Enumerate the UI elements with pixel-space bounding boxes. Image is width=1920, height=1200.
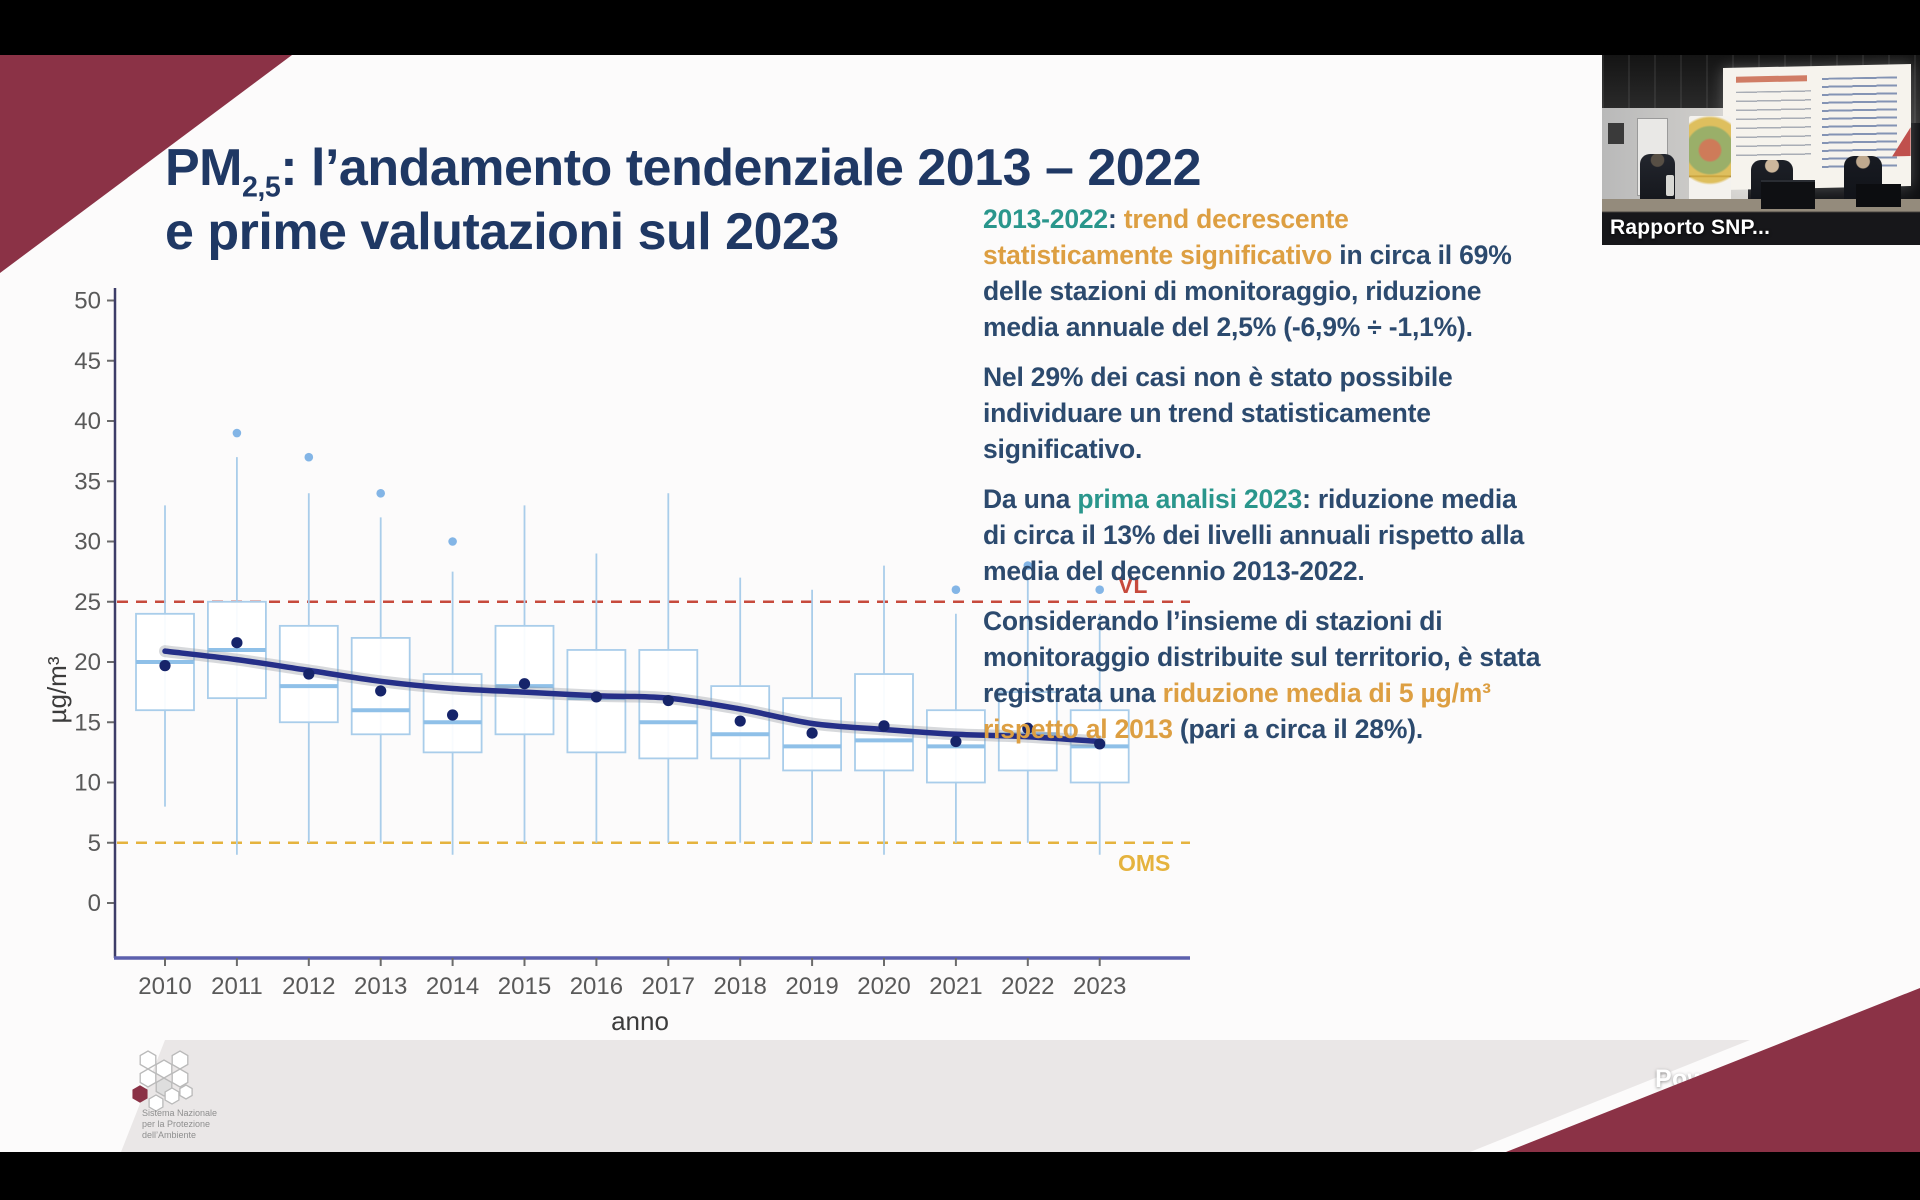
x-axis: 2010 2011 2012 2013 2014 2015 2016 2017 2018 2019…: [114, 956, 1190, 1036]
water-bottle: [1665, 174, 1674, 196]
svg-text:0: 0: [88, 890, 101, 917]
pm25-boxplot-chart: 0 5 10 15 20 25 30 35 40 45 50 µg/m³ VL OMS 2010 2011 20…: [40, 260, 1200, 1060]
title-line1: : l’andamento tendenziale 2013 – 2022: [280, 138, 1202, 197]
slide-title: PM2,5: l’andamento tendenziale 2013 – 20…: [165, 136, 1202, 265]
finding-paragraph-3: Da una prima analisi 2023: riduzione med…: [983, 484, 1525, 586]
svg-text:µg/m³: µg/m³: [42, 656, 72, 723]
svg-text:2014: 2014: [426, 973, 479, 1000]
svg-text:2022: 2022: [1001, 973, 1054, 1000]
footer-band: [121, 1040, 1750, 1152]
svg-text:30: 30: [74, 529, 101, 556]
tree-artwork: [1689, 115, 1731, 211]
svg-text:2018: 2018: [714, 973, 767, 1000]
snpa-logo: [132, 1050, 193, 1112]
title-pm: PM: [165, 138, 243, 197]
svg-text:2021: 2021: [929, 973, 982, 1000]
threshold-vl: VL: [117, 572, 1190, 604]
svg-text:2011: 2011: [211, 973, 263, 1000]
svg-text:anno: anno: [611, 1006, 669, 1036]
video-participant-name: Rapporto SNP...: [1610, 216, 1771, 239]
finding-paragraph-4: Considerando l’insieme di stazioni di mo…: [983, 606, 1541, 744]
title-line2: e prime valutazioni sul 2023: [165, 203, 839, 262]
projected-slide-chart: [1735, 90, 1811, 163]
bottom-letterbox-bar: [0, 1152, 1920, 1200]
svg-text:2010: 2010: [138, 973, 191, 1000]
svg-text:2016: 2016: [570, 973, 623, 1000]
svg-text:2020: 2020: [857, 973, 910, 1000]
svg-text:25: 25: [74, 589, 101, 616]
speaker-video-thumbnail[interactable]: Rapporto SNP...: [1602, 55, 1920, 245]
title-pm-subscript: 2,5: [242, 171, 281, 204]
finding-paragraph-2: Nel 29% dei casi non è stato possibile i…: [983, 362, 1453, 464]
trend-line: [162, 648, 1103, 745]
svg-text:50: 50: [74, 288, 101, 315]
y-axis: 0 5 10 15 20 25 30 35 40 45 50 µg/m³: [42, 288, 117, 958]
svg-text:45: 45: [74, 348, 101, 375]
finding-paragraph-1: 2013-2022: trend decrescente statisticam…: [983, 204, 1512, 342]
svg-text:15: 15: [74, 709, 101, 736]
projected-slide-header: [1735, 75, 1808, 83]
svg-text:OMS: OMS: [1118, 850, 1170, 876]
svg-text:2017: 2017: [642, 973, 695, 1000]
presentation-slide: PM2,5: l’andamento tendenziale 2013 – 20…: [0, 55, 1920, 1152]
snpa-logo-text: Sistema Nazionale per la Protezione dell…: [142, 1108, 218, 1140]
svg-text:2013: 2013: [354, 973, 407, 1000]
threshold-oms: OMS: [117, 841, 1190, 876]
svg-text:5: 5: [88, 830, 101, 857]
svg-text:2015: 2015: [498, 973, 551, 1000]
svg-text:40: 40: [74, 408, 101, 435]
annual-mean-dots: [159, 637, 1106, 750]
wall-sign: [1608, 123, 1625, 145]
svg-text:VL: VL: [1118, 572, 1147, 598]
tree-poster: [1689, 115, 1731, 211]
boxplots: [135, 428, 1130, 855]
svg-text:20: 20: [74, 649, 101, 676]
laptop-left: [1761, 180, 1816, 209]
top-letterbox-bar: [0, 0, 1920, 55]
svg-text:10: 10: [74, 770, 101, 797]
laptop-right: [1856, 184, 1901, 207]
svg-text:2023: 2023: [1073, 973, 1126, 1000]
svg-text:35: 35: [74, 468, 101, 495]
svg-text:2019: 2019: [785, 973, 838, 1000]
key-findings-panel: 2013-2022: trend decrescente statisticam…: [983, 201, 1543, 761]
svg-text:2012: 2012: [282, 973, 335, 1000]
